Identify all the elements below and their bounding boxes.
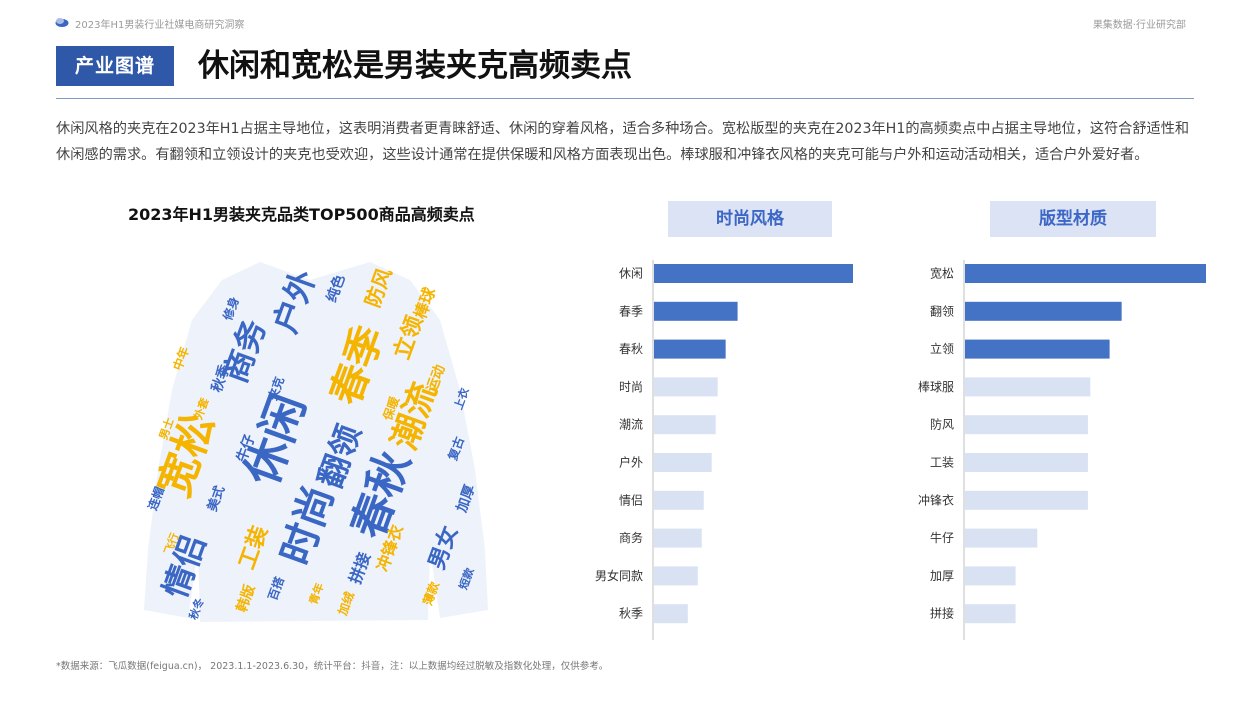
category-label: 工装 [930,456,954,470]
category-label: 棒球服 [918,380,954,394]
bar [654,264,853,283]
section-tag: 产业图谱 [56,46,174,86]
bar [965,264,1206,283]
bar [965,453,1088,472]
bar [965,377,1091,397]
category-label: 潮流 [619,417,643,432]
category-label: 牛仔 [930,530,954,545]
category-label: 商务 [619,530,643,545]
category-label: 宽松 [930,266,954,281]
category-label: 时尚 [619,380,643,394]
category-label: 春季 [619,304,643,318]
report-title: 2023年H1男装行业社媒电商研究洞察 [75,20,245,31]
bar [965,301,1122,321]
bar [654,453,712,472]
bar [654,415,716,435]
bar [965,604,1016,624]
category-label: 立领 [930,341,954,356]
page-title: 休闲和宽松是男装夹克高频卖点 [198,48,632,84]
chart-title-style: 时尚风格 [668,201,832,237]
category-label: 秋季 [619,607,643,621]
bar [654,566,698,586]
logo-icon [55,18,69,27]
category-label: 加厚 [930,569,954,583]
title-divider [56,98,1194,99]
bar [965,339,1110,359]
category-label: 翻领 [930,304,954,318]
category-label: 冲锋衣 [918,492,954,507]
category-label: 休闲 [619,267,643,281]
bar [654,604,688,624]
category-label: 户外 [619,455,643,470]
chart-title-fit: 版型材质 [990,201,1156,237]
bar [654,301,738,321]
wordcloud-title: 2023年H1男装夹克品类TOP500商品高频卖点 [128,205,475,224]
category-label: 防风 [930,417,954,432]
bar [965,566,1016,586]
bar [654,528,702,548]
category-label: 男女同款 [595,568,643,583]
description-text: 休闲风格的夹克在2023年H1占据主导地位，这表明消费者更青睐舒适、休闲的穿着风… [56,121,1190,163]
jacket-silhouette [144,262,488,622]
bar [965,528,1038,548]
footnote: *数据来源：飞瓜数据(feigua.cn)， 2023.1.1-2023.6.3… [56,661,609,672]
category-label: 春秋 [619,342,643,356]
bar [654,490,704,510]
top-bar: 2023年H1男装行业社媒电商研究洞察 果集数据·行业研究部 [55,14,1190,32]
category-label: 拼接 [930,606,954,621]
bar [654,377,718,397]
bar [965,490,1088,510]
bar [965,415,1088,435]
brand-label: 果集数据·行业研究部 [1092,20,1186,31]
bar [654,339,726,359]
category-label: 情侣 [619,492,643,507]
